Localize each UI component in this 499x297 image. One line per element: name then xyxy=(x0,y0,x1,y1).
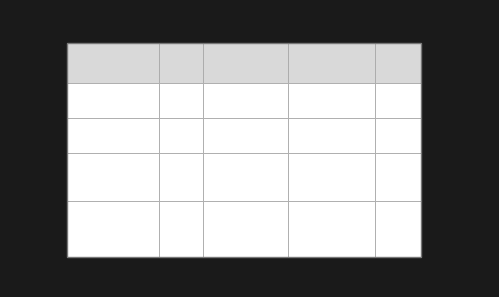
Bar xyxy=(67,153,160,201)
Bar xyxy=(67,43,160,83)
Text: With Office 2010: With Office 2010 xyxy=(70,121,151,131)
Text: Yes,
Fram
alrea: Yes, Fram alrea xyxy=(378,204,402,237)
Bar xyxy=(375,118,421,153)
Bar xyxy=(375,201,421,257)
Bar xyxy=(288,201,375,257)
Text: No: No xyxy=(378,121,391,131)
Text: Yes, if the .NET
Framework 3.5 is
already installed.: Yes, if the .NET Framework 3.5 is alread… xyxy=(205,156,289,189)
Text: Office
solution
loader: Office solution loader xyxy=(162,46,207,79)
Bar xyxy=(160,43,203,83)
Text: Yes: Yes xyxy=(162,204,178,214)
Text: Yes, if the .NET
Framework 3.5 is
already installed.: Yes, if the .NET Framework 3.5 is alread… xyxy=(205,85,289,119)
Bar xyxy=(160,83,203,118)
Text: Yes: Yes xyxy=(291,85,306,95)
Text: Office extensions for
the .NET Framework
3.5: Office extensions for the .NET Framework… xyxy=(205,46,320,79)
Text: Office extensions
for the .NET
Framework 4: Office extensions for the .NET Framework… xyxy=(291,46,387,79)
Text: With Visual Studio 2013: With Visual Studio 2013 xyxy=(70,85,186,95)
Text: Yes, if the .NET
Framework 3.5 is
already installed: Yes, if the .NET Framework 3.5 is alread… xyxy=(205,204,288,237)
Bar xyxy=(203,201,288,257)
Bar xyxy=(375,83,421,118)
Bar xyxy=(160,201,203,257)
Bar xyxy=(160,118,203,153)
Text: No: No xyxy=(378,156,391,166)
Bar xyxy=(288,153,375,201)
Bar xyxy=(288,118,375,153)
Text: Runtime installation
scenario: Runtime installation scenario xyxy=(70,46,182,67)
Bar xyxy=(203,118,288,153)
Bar xyxy=(375,43,421,83)
Bar xyxy=(67,118,160,153)
Text: With the runtime
redistributable: With the runtime redistributable xyxy=(70,204,153,226)
Text: Yes, if the .NET
Framework 4 is
already installed.: Yes, if the .NET Framework 4 is already … xyxy=(291,204,375,237)
Text: Yes: Yes xyxy=(162,156,178,166)
Bar xyxy=(288,83,375,118)
Bar xyxy=(203,153,288,201)
Bar xyxy=(203,43,288,83)
Text: Yes, if the .NET
Framework 3.5 is
already installed.: Yes, if the .NET Framework 3.5 is alread… xyxy=(205,121,289,154)
Text: No: No xyxy=(291,121,304,131)
Text: Yes: Yes xyxy=(162,121,178,131)
Bar xyxy=(203,83,288,118)
Text: Yes, if the .NET
Framework 4 is
already installed.: Yes, if the .NET Framework 4 is already … xyxy=(291,156,375,189)
Text: With Office 2013 or
Office 2010 Service Pack
1 (SP1): With Office 2013 or Office 2010 Service … xyxy=(70,156,191,189)
Text: Yes: Yes xyxy=(378,85,394,95)
Bar xyxy=(375,153,421,201)
Bar xyxy=(67,83,160,118)
Bar xyxy=(160,153,203,201)
Bar xyxy=(67,201,160,257)
Text: Yes: Yes xyxy=(162,85,178,95)
Bar xyxy=(288,43,375,83)
Text: Offic
the .
4.5: Offic the . 4.5 xyxy=(378,46,404,79)
